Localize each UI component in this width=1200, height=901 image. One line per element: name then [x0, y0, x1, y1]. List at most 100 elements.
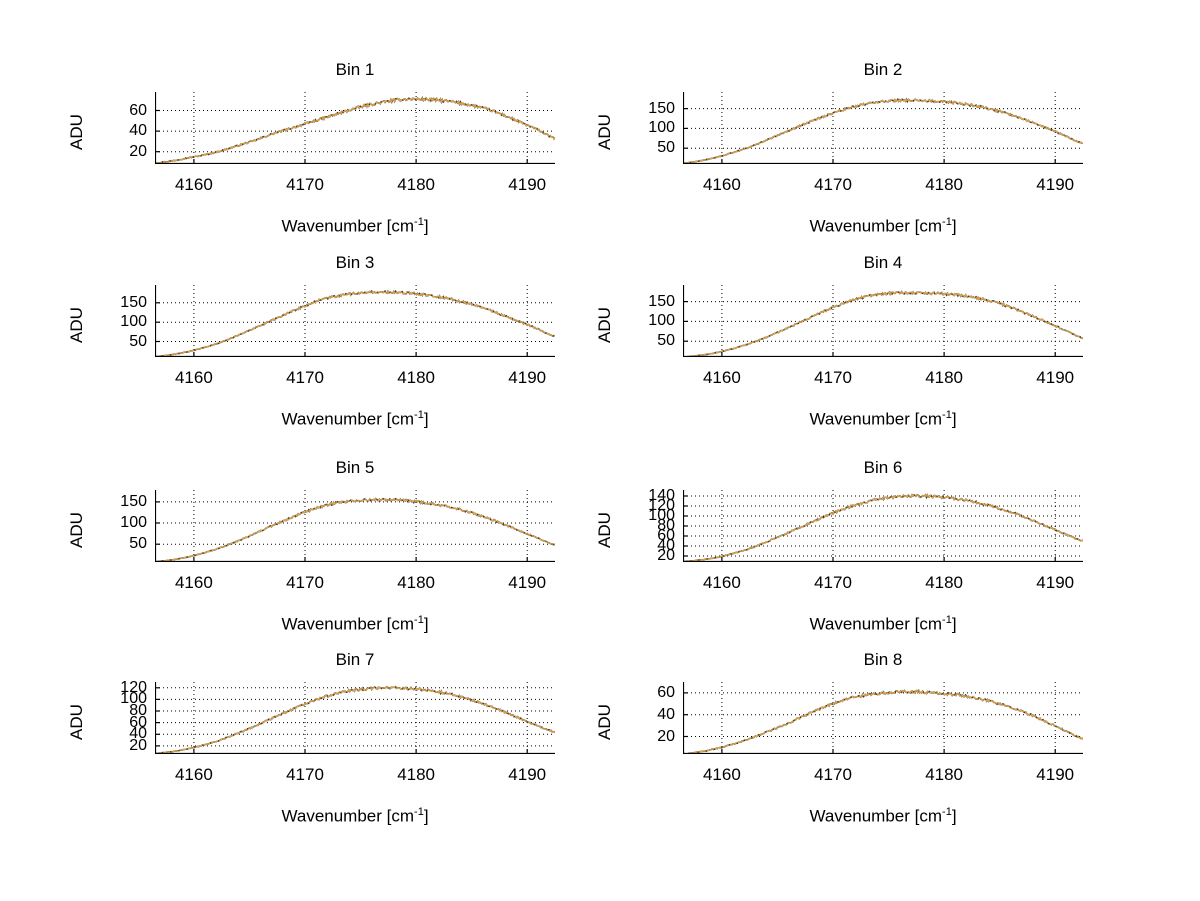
y-tick-label: 120 [648, 497, 675, 514]
data-series-cyan [155, 289, 555, 357]
y-axis-label: ADU [67, 307, 86, 343]
x-axis-label-tail: ] [423, 614, 429, 634]
y-tick-label: 80 [129, 702, 147, 720]
y-tick-label: 150 [120, 293, 147, 311]
x-tick-label: 4170 [814, 573, 852, 592]
y-gridlines [155, 302, 555, 342]
x-gridlines [721, 490, 1056, 562]
y-gridlines [683, 495, 1083, 557]
plot-area [155, 682, 555, 754]
subplot-title: Bin 7 [335, 650, 375, 669]
plot-area [155, 285, 555, 357]
x-tick-label: 4180 [397, 765, 436, 784]
data-series-orange [683, 97, 1083, 164]
x-axis-label-tail: ] [951, 409, 957, 429]
y-tick-label: 60 [657, 527, 675, 544]
x-gridlines [193, 92, 528, 164]
subplot-title: Bin 5 [335, 458, 375, 477]
x-axis-label-text: Wavenumber [cm [809, 409, 943, 429]
plot-area [683, 682, 1083, 754]
x-tick-label: 4160 [174, 175, 213, 194]
y-tick-label: 80 [657, 517, 675, 534]
y-gridlines [683, 692, 1083, 737]
axis-spines [155, 285, 555, 357]
subplot-bin-2: Bin 2 50 100 150 ADU 4160 4170 4180 4190 Wavenumb… [573, 60, 1083, 236]
data-series-orange [155, 289, 555, 357]
x-axis-label-exponent: -1 [414, 614, 424, 626]
subplot-bin-6: Bin 6 20 40 60 80 100 120 140 ADU 4160 4170 4180 419… [573, 458, 1083, 634]
axis-spines [683, 92, 1083, 164]
y-tick-label: 150 [648, 99, 675, 117]
x-tick-label: 4170 [814, 368, 852, 387]
subplot-bin-8: Bin 8 20 40 60 ADU 4160 4170 4180 4190 Wavenumber… [573, 650, 1083, 826]
subplot-title: Bin 4 [863, 253, 903, 272]
x-gridlines [721, 92, 1056, 164]
subplot-bin-7: Bin 7 20 40 60 80 100 120 ADU 4160 4170 4180 4190 Wa… [45, 650, 555, 826]
y-tick-label: 120 [120, 678, 147, 696]
data-series-orange [683, 290, 1083, 357]
x-tick-label: 4170 [286, 175, 324, 194]
x-axis-label-tail: ] [951, 614, 957, 634]
x-axis-label-text: Wavenumber [cm [809, 614, 943, 634]
data-series-dark [683, 493, 1083, 562]
data-series-cyan [155, 685, 555, 754]
data-series-cyan [683, 689, 1083, 754]
y-tick-label: 50 [129, 332, 147, 350]
x-gridlines [721, 285, 1056, 357]
data-series-orange [155, 96, 555, 164]
y-axis-label: ADU [67, 114, 86, 150]
y-axis-label: ADU [595, 512, 614, 548]
axis-spines [155, 490, 555, 562]
x-axis-label-exponent: -1 [414, 409, 424, 421]
x-axis-label-text: Wavenumber [cm [281, 806, 415, 826]
x-axis-label-tail: ] [423, 216, 429, 236]
data-series-cyan [155, 497, 555, 562]
x-tick-label: 4160 [174, 573, 213, 592]
x-axis-label-exponent: -1 [942, 409, 952, 421]
y-tick-label: 20 [129, 736, 147, 754]
y-axis-label: ADU [595, 307, 614, 343]
axis-spines [155, 92, 555, 164]
x-axis-label-text: Wavenumber [cm [281, 216, 415, 236]
x-tick-label: 4180 [925, 175, 964, 194]
x-tick-label: 4160 [174, 368, 213, 387]
subplot-bin-1: Bin 1 20 40 60 ADU 4160 4170 4180 4190 Wavenumber… [45, 60, 555, 236]
x-tick-label: 4180 [925, 765, 964, 784]
plot-area [155, 490, 555, 562]
y-gridlines [683, 108, 1083, 149]
y-tick-label: 40 [129, 122, 147, 140]
y-gridlines [155, 687, 555, 747]
axis-spines [683, 682, 1083, 754]
data-series-dark [155, 289, 555, 357]
subplot-title: Bin 3 [335, 253, 375, 272]
y-gridlines [155, 110, 555, 153]
y-tick-label: 100 [648, 119, 675, 137]
x-axis-label-exponent: -1 [414, 216, 424, 228]
x-axis-label: Wavenumber [cm-1] [155, 806, 555, 827]
x-axis-label-tail: ] [423, 806, 429, 826]
y-tick-label: 60 [129, 713, 147, 731]
y-tick-label: 50 [657, 332, 675, 350]
y-tick-label: 20 [657, 547, 675, 564]
y-tick-label: 140 [648, 487, 675, 504]
y-tick-label: 50 [657, 139, 675, 157]
x-tick-label: 4190 [508, 175, 547, 194]
x-tick-label: 4180 [397, 573, 436, 592]
x-axis-label-tail: ] [951, 216, 957, 236]
y-tick-label: 60 [129, 101, 147, 119]
x-axis-label-exponent: -1 [942, 216, 952, 228]
x-tick-label: 4160 [702, 175, 741, 194]
x-axis-label-text: Wavenumber [cm [809, 216, 943, 236]
x-tick-label: 4190 [508, 368, 547, 387]
x-axis-label-exponent: -1 [942, 614, 952, 626]
x-gridlines [193, 682, 528, 754]
x-tick-label: 4160 [174, 765, 213, 784]
x-tick-label: 4180 [925, 368, 964, 387]
y-tick-label: 150 [648, 292, 675, 310]
x-axis-label-exponent: -1 [942, 806, 952, 818]
x-tick-label: 4160 [702, 368, 741, 387]
x-tick-label: 4190 [508, 573, 547, 592]
plot-area [155, 92, 555, 164]
x-tick-label: 4190 [1036, 573, 1075, 592]
x-tick-label: 4190 [1036, 175, 1075, 194]
